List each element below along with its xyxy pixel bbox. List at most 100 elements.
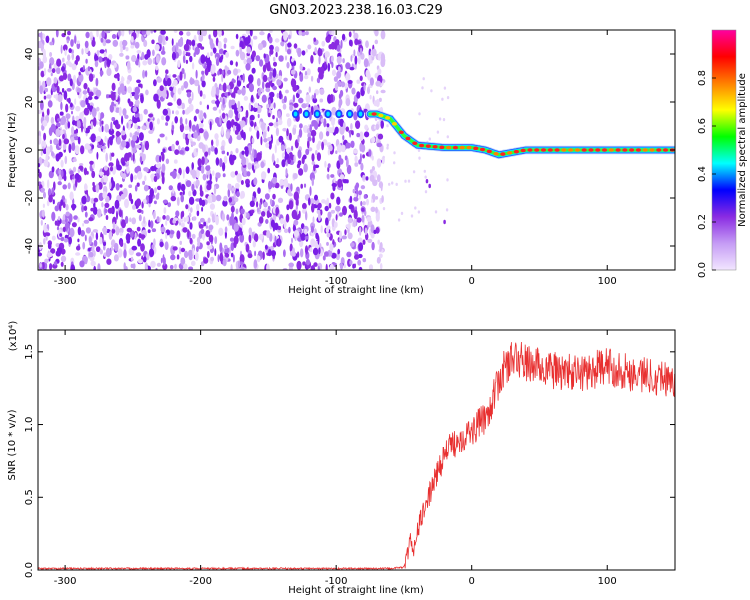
noise-speck [232, 124, 236, 132]
noise-speck [141, 144, 145, 153]
noise-speck [272, 69, 277, 78]
noise-speck [128, 120, 133, 125]
noise-speck [88, 247, 91, 252]
noise-speck [185, 204, 189, 210]
noise-speck [271, 153, 275, 163]
noise-speck [357, 237, 363, 244]
noise-speck [278, 90, 282, 100]
signal-blob-core [337, 111, 341, 117]
noise-speck [274, 46, 280, 53]
noise-speck [233, 222, 239, 232]
noise-speck [304, 235, 309, 240]
noise-speck [325, 263, 328, 270]
noise-speck [310, 225, 314, 233]
noise-speck [354, 193, 357, 198]
snr-y-tick-label: 0.0 [24, 562, 35, 578]
noise-speck [221, 73, 224, 83]
noise-speck [140, 94, 144, 104]
noise-speck [112, 39, 119, 47]
noise-speck [260, 121, 266, 131]
noise-speck [315, 149, 318, 156]
noise-speck [253, 35, 258, 40]
snr-x-tick-label: -100 [325, 576, 348, 587]
noise-speck [233, 68, 238, 76]
noise-speck [218, 48, 224, 55]
noise-speck [214, 133, 219, 140]
noise-speck [143, 216, 146, 225]
noise-speck [93, 265, 96, 270]
noise-speck [194, 46, 200, 56]
noise-speck [227, 69, 232, 75]
noise-speck [105, 39, 111, 44]
noise-speck [121, 219, 126, 229]
noise-speck [327, 62, 331, 72]
noise-speck [191, 260, 196, 266]
noise-speck [202, 233, 205, 241]
noise-speck [302, 261, 306, 266]
noise-speck [177, 38, 184, 48]
noise-speck [45, 152, 49, 162]
noise-speck [136, 128, 140, 133]
noise-speck [245, 182, 250, 188]
noise-speck [362, 201, 366, 206]
signal-core [391, 122, 398, 126]
noise-speck [155, 163, 161, 169]
noise-speck [336, 160, 341, 170]
noise-speck [319, 88, 325, 95]
noise-speck [244, 146, 249, 151]
noise-speck [177, 59, 181, 68]
spectrogram-x-tick-label: 100 [598, 276, 617, 287]
noise-speck [70, 264, 76, 270]
noise-speck [206, 104, 209, 110]
noise-speck [186, 89, 192, 94]
noise-speck [60, 261, 64, 267]
noise-speck [165, 69, 169, 74]
noise-speck [324, 60, 327, 69]
noise-speck [56, 67, 61, 75]
noise-speck [165, 158, 170, 165]
noise-speck [147, 58, 153, 65]
noise-speck [203, 257, 209, 264]
noise-speck [93, 239, 98, 247]
noise-speck [109, 166, 114, 172]
noise-speck [259, 59, 264, 67]
noise-speck [375, 80, 382, 87]
noise-speck [108, 54, 113, 60]
noise-speck [106, 67, 112, 77]
noise-speck [129, 132, 132, 138]
noise-speck [266, 263, 270, 270]
noise-speck [324, 251, 329, 257]
noise-speck [152, 58, 155, 64]
noise-speck [53, 261, 58, 266]
noise-speck [339, 262, 344, 270]
noise-speck [136, 226, 141, 232]
noise-speck [210, 64, 216, 74]
noise-speck [245, 243, 250, 253]
signal-core [601, 148, 608, 152]
noise-speck [296, 186, 300, 192]
noise-speck [215, 138, 219, 147]
noise-speck [250, 94, 254, 103]
noise-speck [342, 121, 346, 131]
noise-speck [42, 203, 46, 208]
noise-speck [87, 51, 91, 57]
noise-speck [221, 150, 226, 155]
noise-speck [201, 206, 204, 212]
noise-speck [377, 239, 381, 245]
noise-speck [90, 260, 96, 267]
noise-speck [265, 82, 271, 89]
noise-speck [278, 55, 284, 62]
noise-speck [428, 183, 431, 189]
noise-speck [340, 39, 343, 49]
noise-speck [64, 155, 68, 165]
noise-speck [59, 111, 64, 116]
noise-speck [168, 185, 173, 191]
noise-speck [115, 226, 120, 236]
signal-core [554, 148, 560, 152]
noise-speck [136, 79, 141, 84]
noise-speck [246, 57, 253, 65]
noise-speck [310, 54, 314, 64]
noise-speck [357, 259, 362, 266]
signal-core [527, 148, 533, 152]
noise-speck [210, 145, 215, 152]
